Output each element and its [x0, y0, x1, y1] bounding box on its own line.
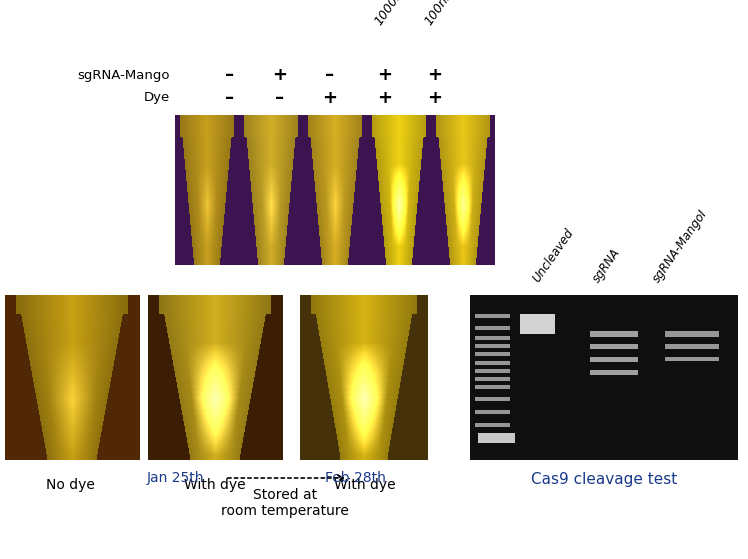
Text: No dye: No dye	[46, 478, 94, 492]
Text: Feb 28th: Feb 28th	[325, 471, 385, 485]
Text: Stored at
room temperature: Stored at room temperature	[221, 488, 349, 518]
Text: 100nM: 100nM	[422, 0, 457, 28]
Text: +: +	[378, 66, 393, 84]
Text: With dye: With dye	[184, 478, 246, 492]
Text: Dye: Dye	[144, 92, 170, 105]
Text: Cas9 cleavage test: Cas9 cleavage test	[531, 472, 677, 487]
Text: +: +	[322, 89, 337, 107]
Text: –: –	[225, 89, 235, 107]
Text: +: +	[272, 66, 287, 84]
Text: +: +	[378, 89, 393, 107]
Text: +: +	[428, 89, 443, 107]
Text: sgRNA-Mango: sgRNA-Mango	[78, 69, 170, 82]
Text: Jan 25th: Jan 25th	[147, 471, 203, 485]
Text: –: –	[325, 66, 334, 84]
Text: With dye: With dye	[334, 478, 396, 492]
Text: –: –	[275, 89, 284, 107]
Text: 1000nM: 1000nM	[372, 0, 411, 28]
Text: sgRNA-MangoI: sgRNA-MangoI	[650, 207, 710, 285]
Text: –: –	[225, 66, 235, 84]
Text: Uncleaved: Uncleaved	[530, 226, 576, 285]
Text: +: +	[428, 66, 443, 84]
Text: sgRNA: sgRNA	[590, 246, 623, 285]
